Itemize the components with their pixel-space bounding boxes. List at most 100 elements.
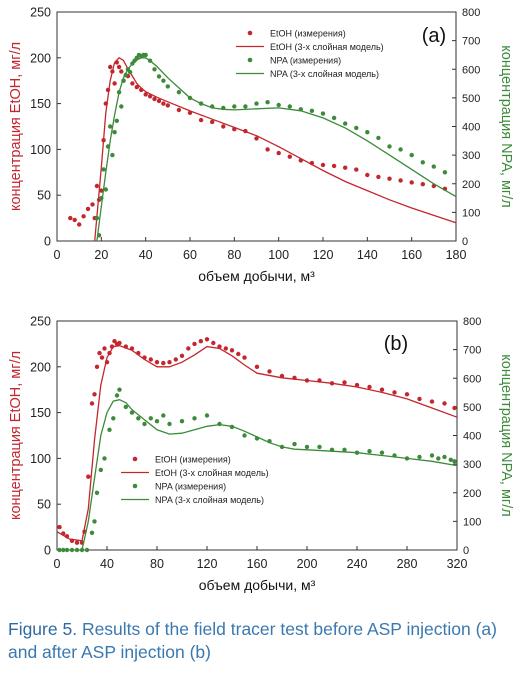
- chart-b-data-point-npa: [98, 467, 104, 473]
- chart-b-data-point-etoh: [192, 341, 197, 347]
- chart-b-data-point-npa: [192, 416, 197, 421]
- chart-a-y-tick-label: 0: [44, 235, 51, 249]
- chart-b-y2-tick-label: 0: [463, 545, 469, 557]
- chart-b-data-point-etoh: [89, 401, 95, 406]
- chart-a-legend-label: EtOH (3-х слойная модель): [270, 42, 384, 52]
- chart-a-data-point-etoh: [152, 96, 157, 102]
- chart-a-y-axis-label: концентрация EtOH, мг/л: [8, 42, 24, 211]
- chart-a-data-point-etoh: [354, 167, 359, 172]
- chart-a-data-point-etoh: [376, 174, 381, 180]
- chart-a-data-point-etoh: [94, 183, 100, 189]
- chart-a-data-point-etoh: [176, 107, 182, 113]
- chart-b-data-point-npa: [304, 444, 310, 450]
- chart-a-data-point-etoh: [365, 172, 370, 178]
- chart-a-data-point-npa: [143, 52, 148, 58]
- chart-a-data-point-npa: [354, 125, 359, 131]
- chart-b-data-point-etoh: [392, 390, 397, 395]
- chart-a-data-point-etoh: [398, 178, 403, 183]
- chart-b-data-point-npa: [342, 447, 347, 452]
- chart-b-y2-tick-label: 400: [463, 431, 481, 443]
- chart-b-y-tick-label: 50: [37, 498, 51, 512]
- chart-b-y-tick-label: 0: [44, 544, 51, 558]
- chart-b-data-point-etoh: [404, 392, 410, 397]
- caption-label: Figure 5.: [8, 619, 78, 639]
- chart-b-data-point-npa: [129, 410, 135, 415]
- chart-b-data-point-etoh: [367, 384, 372, 390]
- chart-b-data-point-npa: [142, 421, 147, 427]
- chart-a-data-point-etoh: [409, 180, 414, 185]
- chart-a-data-point-npa: [331, 115, 337, 121]
- chart-a-x-tick-label: 180: [446, 248, 467, 262]
- chart-b-series-line-etoh-model: [56, 345, 458, 542]
- chart-b-data-point-npa: [136, 416, 141, 421]
- chart-a-data-point-npa: [103, 187, 109, 192]
- chart-b-data-point-etoh: [236, 351, 241, 357]
- chart-b-data-point-npa: [292, 441, 297, 447]
- chart-a-y-tick-label: 100: [30, 143, 51, 157]
- chart-b-data-point-etoh: [94, 364, 100, 369]
- chart-a-legend-label: NPA (измерения): [270, 56, 341, 66]
- chart-b-data-point-npa: [179, 419, 185, 424]
- chart-a-y2-tick-label: 800: [462, 7, 480, 19]
- figure-caption: Figure 5. Results of the field tracer te…: [8, 618, 514, 664]
- chart-a-y2-tick-label: 0: [462, 236, 468, 248]
- chart-a-data-point-etoh: [130, 81, 135, 86]
- chart-a-data-point-npa: [365, 130, 370, 135]
- chart-a-data-point-etoh: [68, 215, 73, 221]
- chart-a-data-point-etoh: [77, 222, 82, 227]
- chart-b-data-point-npa: [154, 419, 160, 424]
- chart-a-data-point-npa: [232, 104, 237, 109]
- chart-a-data-point-npa: [343, 121, 348, 126]
- chart-b-data-point-etoh: [229, 348, 235, 353]
- chart-b-y-axis-label: концентрация EtOH, мг/л: [8, 351, 24, 520]
- chart-b-data-point-npa: [417, 454, 422, 460]
- chart-b-y-tick-label: 250: [30, 315, 51, 329]
- chart-b-data-point-etoh: [417, 396, 422, 402]
- chart-b-data-point-etoh: [223, 346, 228, 351]
- chart-a-data-point-npa: [420, 160, 425, 165]
- chart-b-y2-tick-label: 800: [463, 316, 481, 328]
- chart-a-data-point-npa: [398, 147, 403, 152]
- chart-b-data-point-npa: [448, 457, 453, 462]
- chart-b-data-point-etoh: [57, 524, 62, 530]
- chart-b-data-point-etoh: [86, 474, 91, 479]
- chart-a-data-point-etoh: [90, 202, 95, 207]
- chart-b-data-point-npa: [429, 453, 435, 458]
- chart-a-data-point-etoh: [320, 162, 326, 168]
- chart-a-data-point-npa: [161, 78, 166, 83]
- chart-b-data-point-npa: [242, 433, 247, 438]
- chart-a-data-point-etoh: [420, 182, 425, 187]
- chart-a-data-point-etoh: [331, 163, 337, 169]
- chart-b-legend-swatch-point: [132, 483, 138, 489]
- chart-b-data-point-npa: [114, 393, 120, 398]
- chart-b-plot-frame: [56, 320, 458, 551]
- chart-b-data-point-npa: [102, 456, 107, 461]
- chart-b-data-point-npa: [94, 490, 100, 495]
- chart-a-data-point-npa: [114, 118, 120, 124]
- chart-b-legend-label: NPA (3-х слойная модель): [155, 495, 264, 505]
- chart-a-data-point-npa: [287, 104, 292, 109]
- chart-a-data-point-etoh: [343, 165, 348, 170]
- chart-a-y-tick-label: 50: [37, 189, 51, 203]
- chart-b-y2-tick-label: 700: [463, 345, 481, 357]
- chart-a-data-point-npa: [431, 164, 436, 169]
- chart-b-series-line-npa-model: [57, 399, 458, 551]
- chart-a-data-point-npa: [309, 108, 315, 114]
- chart-a-data-point-npa: [320, 111, 326, 116]
- chart-a-y2-tick-label: 300: [462, 150, 480, 162]
- chart-b-x-tick-label: 280: [397, 557, 418, 571]
- chart-a-data-point-npa: [165, 84, 170, 89]
- chart-b-data-point-npa: [161, 413, 166, 418]
- chart-b-data-point-etoh: [97, 350, 102, 356]
- chart-a-legend-label: NPA (3-х слойная модель): [270, 69, 379, 79]
- chart-b-data-point-etoh: [242, 355, 247, 360]
- chart-b-data-point-etoh: [74, 540, 80, 545]
- chart-b-y2-tick-label: 500: [463, 402, 481, 414]
- chart-a-data-point-npa: [108, 124, 113, 129]
- chart-b-data-point-npa: [111, 416, 116, 421]
- chart-a-data-point-etoh: [108, 64, 113, 70]
- chart-a-legend-swatch-point: [247, 57, 253, 63]
- chart-a-data-point-etoh: [221, 124, 226, 129]
- chart-a-data-point-npa: [112, 130, 117, 135]
- chart-a-x-tick-label: 140: [357, 248, 378, 262]
